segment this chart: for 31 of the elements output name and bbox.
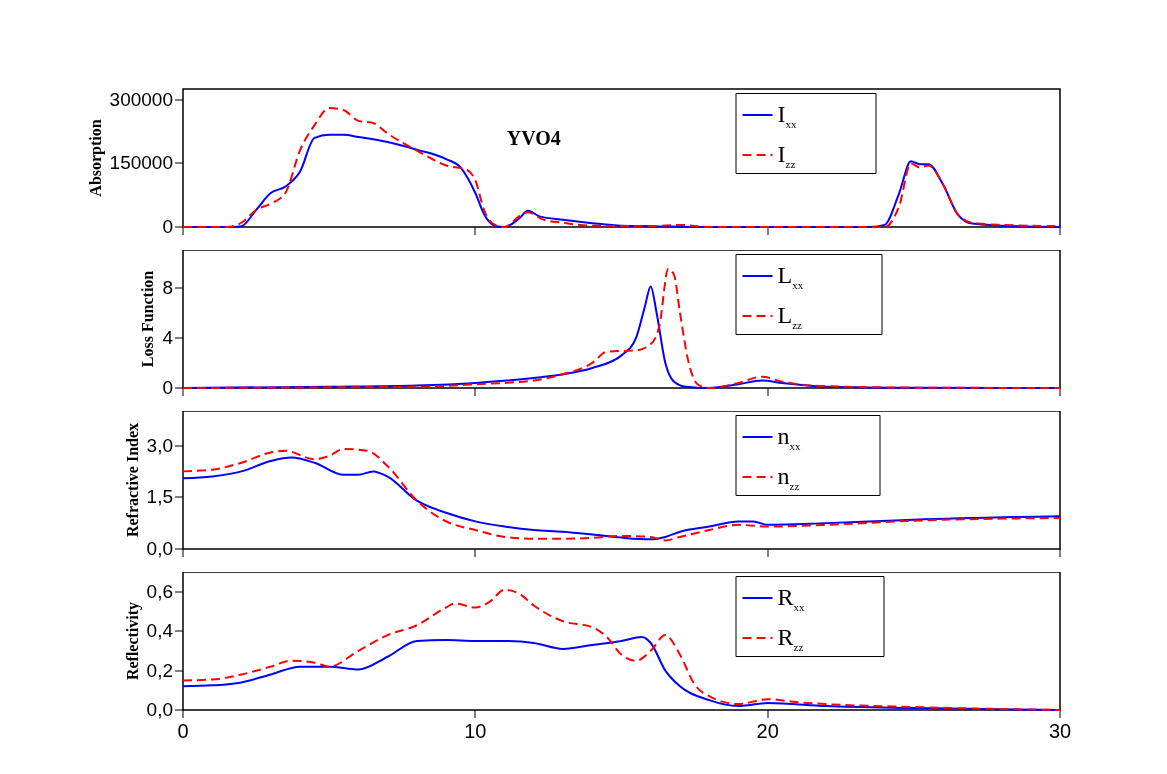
y-axis-title: Loss Function	[139, 270, 157, 368]
legend-label: I$_{xx}$	[777, 101, 798, 130]
legend-label: R$_{zz}$	[777, 624, 804, 653]
y-axis-title: Refractive Index	[123, 422, 141, 538]
y-tick-label: 0,4	[146, 620, 174, 642]
x-tick-label: 10	[464, 720, 487, 742]
y-axis-title: Reflectivity	[123, 601, 142, 681]
y-tick-label: 1,5	[146, 486, 173, 508]
legend-label: R$_{xx}$	[777, 584, 806, 613]
y-axis-title: Absorption	[86, 119, 105, 197]
legend-label: L$_{xx}$	[777, 262, 804, 291]
x-tick-label: 20	[756, 720, 779, 742]
legend-label: I$_{zz}$	[777, 141, 796, 170]
y-tick-label: 0,2	[146, 659, 173, 681]
x-tick-label: 30	[1048, 720, 1072, 742]
legend-label: L$_{zz}$	[777, 302, 803, 331]
y-tick-label: 0,0	[146, 699, 173, 720]
y-tick-label: 300000	[109, 88, 173, 110]
y-tick-label: 0,0	[146, 538, 173, 559]
y-tick-label: 3,0	[146, 434, 173, 456]
y-tick-label: 0	[162, 377, 173, 398]
legend-label: n$_{zz}$	[777, 463, 800, 492]
line-series	[182, 588, 1061, 711]
y-tick-label: 0	[162, 216, 173, 237]
y-tick-label: 150000	[109, 152, 173, 174]
y-tick-label: 8	[162, 276, 173, 298]
legend-label: n$_{xx}$	[777, 423, 802, 452]
y-tick-label: 4	[162, 326, 174, 348]
x-tick-label: 0	[177, 720, 189, 742]
y-tick-label: 0,6	[146, 580, 173, 602]
annotation: YVO4	[506, 126, 561, 149]
